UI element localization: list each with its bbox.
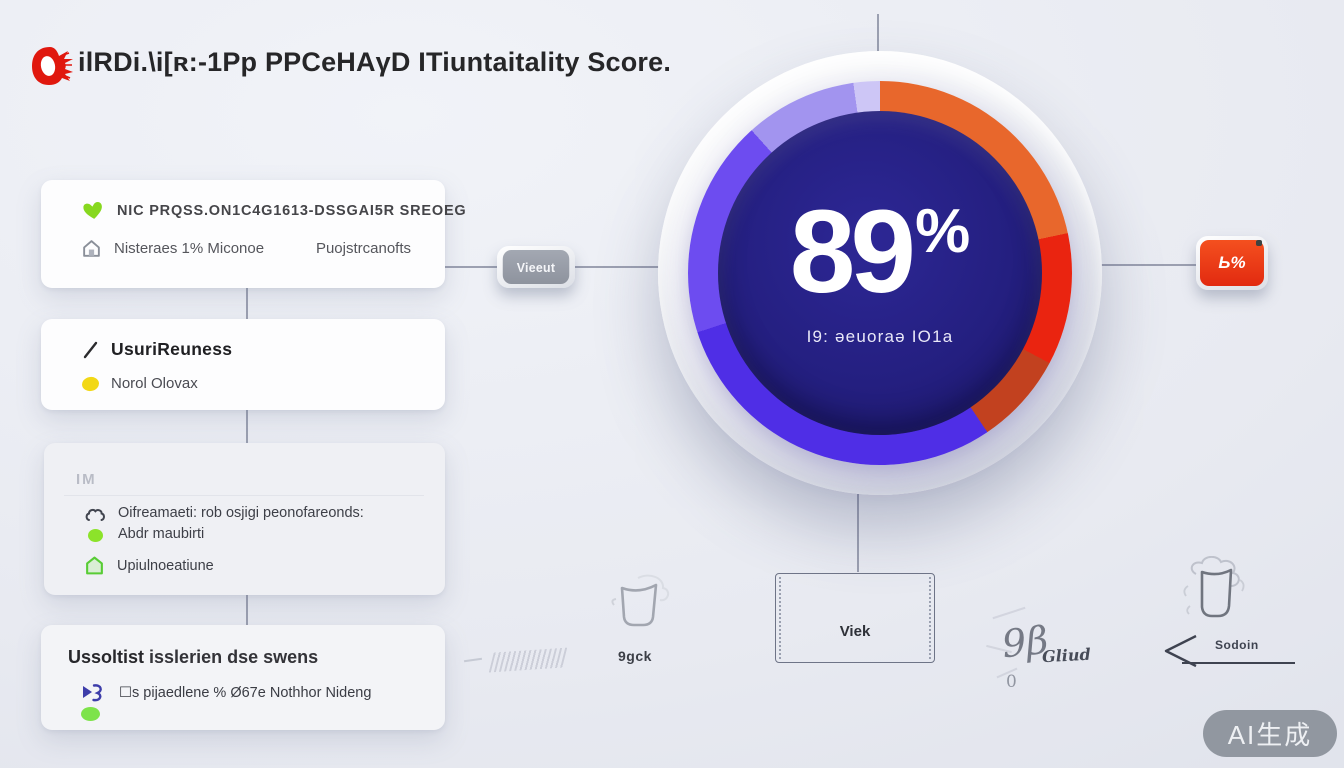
card1-row1-label: NIC PRQSS.ON1C4G1613-DSSGAI5R SREOEG [117,202,467,219]
card3-divider [64,495,424,496]
yellow-dot-icon [80,375,101,392]
card3-row1: Oifreamaeti: rob osjigi peonofareonds: A… [84,505,364,542]
scribble-zero: 0 [1006,672,1017,692]
percent-badge-label: Ь% [1218,253,1246,272]
card1-metric-label: Nisteraes 1% Miconoe [114,240,265,257]
card-solutions: Ussoltist isslerien dse swens ☐s pijaedl… [41,625,445,730]
cup-sketch-icon-2 [1183,556,1245,618]
card4-title-rest: isslerien dse swens [144,647,319,667]
gauge-percent-sign: % [915,197,971,266]
cup1-label: 9gck [618,648,652,664]
gauge-subtitle: I9: ǝeuoraǝ IO1a [806,327,954,346]
slash-icon [83,341,98,358]
scribble-mark-1 [992,606,1026,620]
card4-row: ☐s pijaedlene % Ø67e Nothhor Nideng [81,683,371,721]
view-button-label: Vieeut [516,259,556,275]
arrow-line [1182,662,1295,664]
barcode-dash [463,657,483,663]
scribble-word: Gliud [1041,644,1092,667]
percent-badge-button[interactable]: Ь% [1196,236,1268,290]
gauge-center: 89 % I9: ǝeuoraǝ IO1a [718,111,1042,435]
bird-icon [83,684,102,702]
heart-icon [83,201,102,219]
cup-sketch-icon [611,574,670,627]
gauge-value-row: 89 % [790,193,970,311]
card4-title-bold: Ussoltist [68,647,145,667]
card3-row1-line1: Oifreamaeti: rob osjigi peonofareonds: [118,505,364,521]
connector-top-vertical [877,14,879,60]
connector-card1-card2 [246,288,248,319]
score-gauge: 89 % I9: ǝeuoraǝ IO1a [658,51,1102,495]
card1-metric-value: Puojstrcanofts [315,240,411,257]
page-title: ilRDi.\i[ʀ:-1Pp PPCeHAγD ITiuntaitality … [78,47,672,77]
card2-header-row: UsuriReuness [81,339,232,360]
viek-box-label: Viek [839,623,871,640]
card3-row2: Upiulnoeatiune [84,555,214,576]
green-dot-icon [87,529,103,542]
green-ellipse-icon [81,707,100,721]
back-arrow-icon[interactable] [1158,630,1200,670]
card-score-summary: NIC PRQSS.ON1C4G1613-DSSGAI5R SREOEG Nis… [41,180,466,288]
green-home-icon [86,556,103,575]
gauge-value: 89 [789,186,916,318]
card1-row1: NIC PRQSS.ON1C4G1613-DSSGAI5R SREOEG [81,200,466,221]
card3-row1-line2: Abdr maubirti [118,526,205,542]
connector-bottom-vertical [857,494,859,572]
badge-notch [1256,240,1262,246]
card2-row-label: Norol Olovax [111,375,198,392]
barcode-sketch [488,647,570,673]
connector-card3-card4 [246,595,248,625]
brand-logo-icon [32,47,73,85]
card-performance: IM Oifreamaeti: rob osjigi peonofareonds… [44,443,445,595]
card3-faint-label: IM [76,471,97,488]
view-button[interactable]: Vieeut [497,246,575,288]
ai-watermark-badge: AI生成 [1203,710,1337,757]
viek-placeholder-box[interactable]: Viek [775,573,935,663]
card-user-readiness: UsuriReuness Norol Olovax [41,319,445,410]
house-icon [83,240,100,257]
card2-title: UsuriReuness [111,339,233,359]
gauge-progress-ring: 89 % I9: ǝeuoraǝ IO1a [688,81,1072,465]
connector-card2-card3 [246,410,248,443]
ai-watermark-text: AI生成 [1227,720,1313,750]
card4-title: Ussoltist isslerien dse swens [68,647,318,668]
connector-left-2 [575,266,665,268]
cloud-icon [85,508,105,521]
card3-row2-label: Upiulnoeatiune [117,557,214,574]
card4-row-label: ☐s pijaedlene % Ø67e Nothhor Nideng [119,685,372,701]
arrow-label: Sodoin [1215,638,1259,652]
connector-right [1098,264,1196,266]
card1-row2: Nisteraes 1% Miconoe Puojstrcanofts [81,238,411,259]
card2-row: Norol Olovax [80,375,198,392]
connector-left-1 [445,266,497,268]
